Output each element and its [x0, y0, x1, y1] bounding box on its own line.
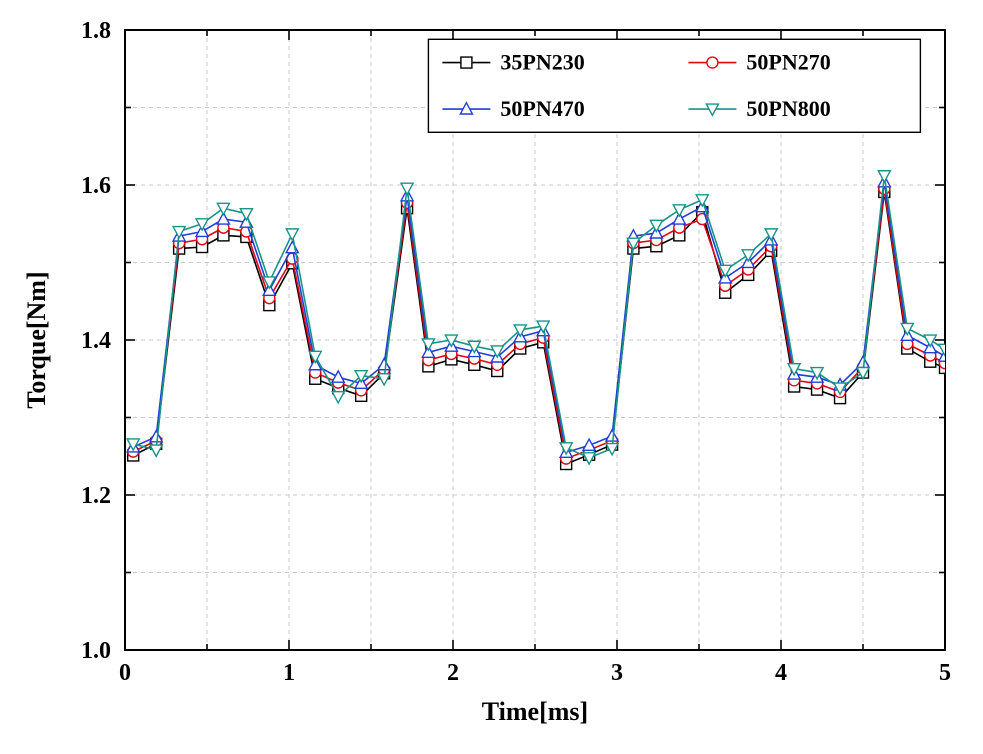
x-axis-label: Time[ms] [482, 697, 588, 726]
xtick-label: 3 [611, 660, 623, 686]
ytick-label: 1.6 [81, 173, 111, 199]
legend-label: 50PN800 [746, 96, 830, 121]
y-axis-label: Torque[Nm] [22, 271, 51, 408]
torque-chart: 0 1 2 3 4 5 1.0 1.2 1.4 1.6 1.8 Time[ms] Torque[Nm] 3… [0, 0, 983, 754]
ytick-label: 1.0 [81, 638, 111, 664]
marker-square [461, 57, 472, 68]
xtick-label: 4 [775, 660, 787, 686]
legend-label: 50PN470 [500, 96, 584, 121]
chart-svg: 0 1 2 3 4 5 1.0 1.2 1.4 1.6 1.8 Time[ms] Torque[Nm] 3… [0, 0, 983, 754]
ytick-label: 1.2 [81, 483, 111, 509]
legend-label: 35PN230 [500, 50, 584, 75]
xtick-label: 5 [939, 660, 951, 686]
xtick-label: 1 [283, 660, 295, 686]
legend-label: 50PN270 [746, 50, 830, 75]
legend: 35PN230 50PN270 50PN470 50PN800 [428, 39, 920, 132]
xtick-label: 0 [119, 660, 131, 686]
marker-circle [707, 57, 718, 68]
ytick-label: 1.4 [81, 328, 111, 354]
ytick-label: 1.8 [81, 18, 111, 44]
xtick-label: 2 [447, 660, 459, 686]
